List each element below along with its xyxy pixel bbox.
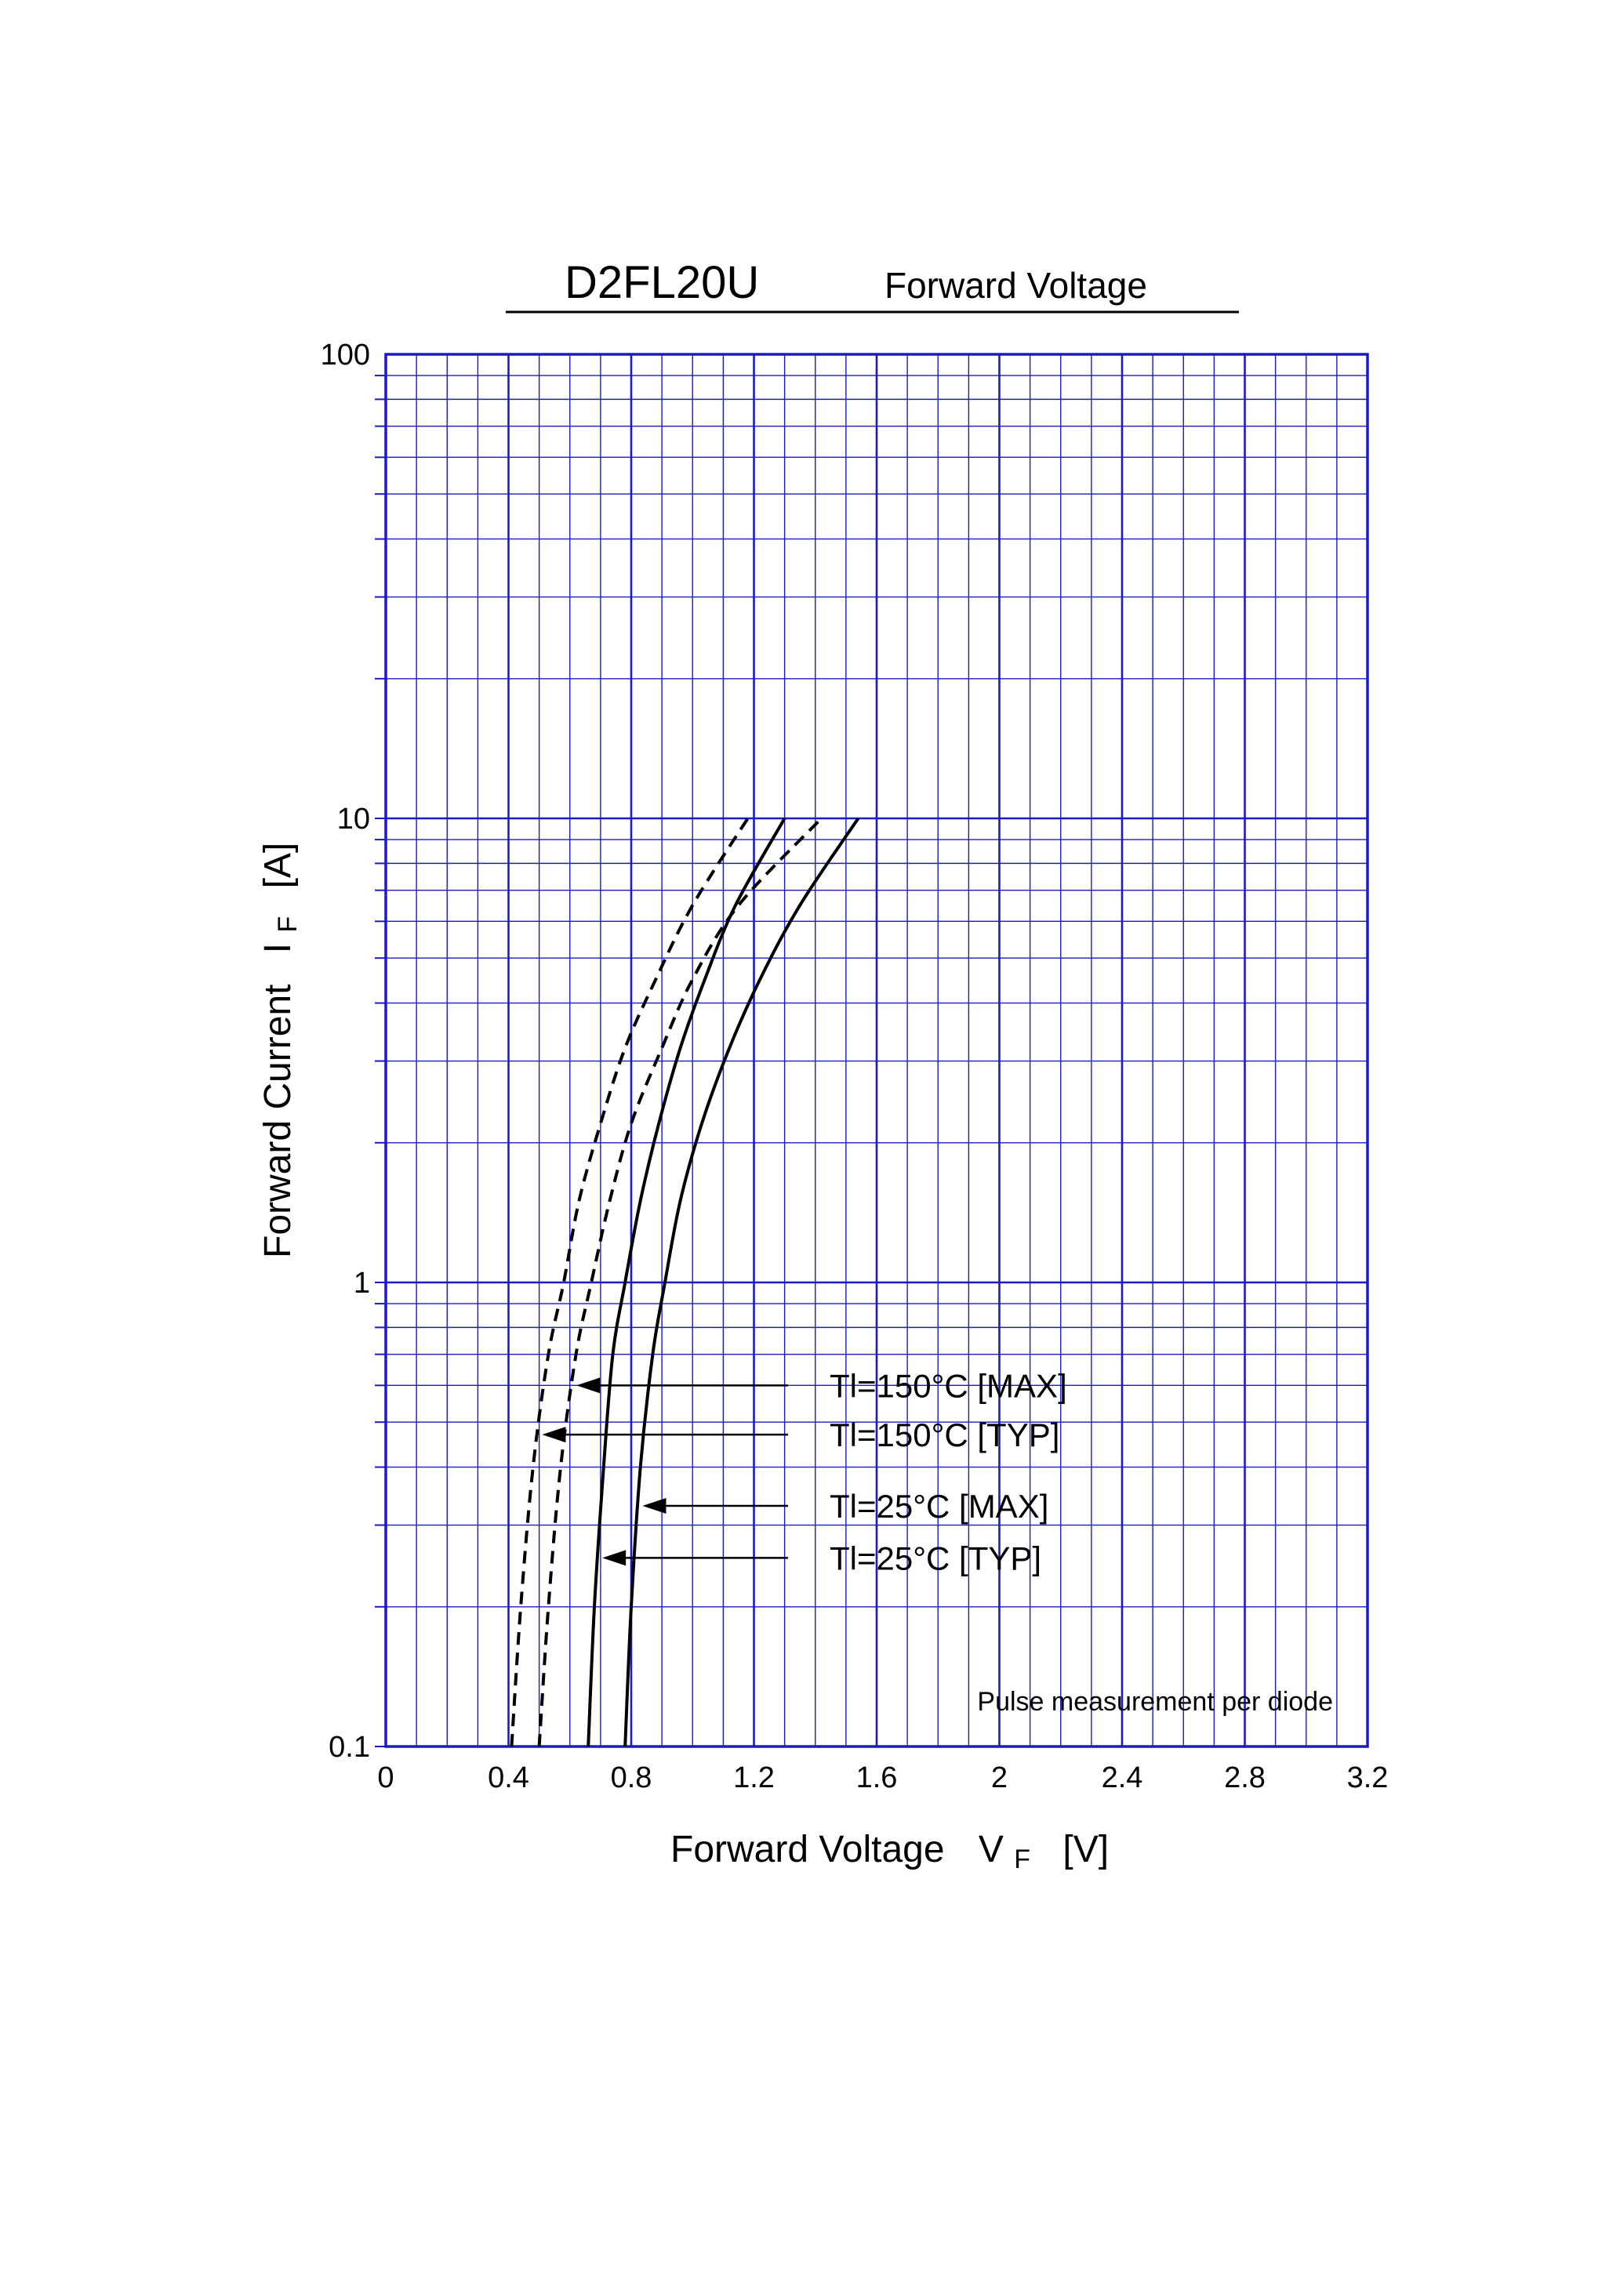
plot-frame	[384, 353, 1369, 1748]
y-axis-label-unit: [A]	[257, 843, 299, 889]
y-axis-label: Forward Current I F [A]	[257, 843, 305, 1258]
x-axis-label-text: Forward Voltage	[670, 1829, 945, 1870]
x-tick-label: 0.4	[488, 1761, 529, 1794]
x-axis-label: Forward Voltage V F [V]	[670, 1829, 1109, 1877]
x-tick-label: 3.2	[1347, 1761, 1389, 1794]
series-line-1	[510, 817, 750, 1747]
chart-title: D2FL20U	[565, 257, 759, 308]
series-line-0	[537, 817, 823, 1747]
y-tick-label: 0.1	[329, 1731, 370, 1764]
x-tick-label: 2	[991, 1761, 1008, 1794]
y-tick-label: 10	[337, 803, 370, 836]
annotation-label: Tl=150°C [MAX]	[830, 1367, 1067, 1404]
annotation-label: Tl=25°C [TYP]	[830, 1540, 1041, 1576]
x-tick-label: 0.8	[611, 1761, 652, 1794]
x-tick-label: 0	[377, 1761, 394, 1794]
x-tick-label: 2.8	[1224, 1761, 1266, 1794]
y-axis-label-subscript: F	[273, 916, 303, 933]
plot-grid	[375, 353, 1369, 1748]
series-line-2	[623, 817, 860, 1747]
tick-labels: 0 0.4 0.8 1.2 1.6 2 2.4 2.8 3.2 0.1 1 10 100	[321, 339, 1389, 1794]
y-axis-label-symbol: I	[257, 943, 299, 953]
annotation-arrowhead	[542, 1427, 566, 1443]
series-line-3	[587, 818, 786, 1747]
y-axis-label-text: Forward Current	[257, 985, 299, 1258]
annotation-arrowhead	[576, 1377, 601, 1394]
series-layer	[510, 817, 860, 1747]
x-tick-label: 1.2	[733, 1761, 775, 1794]
x-tick-label: 1.6	[856, 1761, 898, 1794]
annotation-label: Tl=25°C [MAX]	[830, 1488, 1048, 1525]
chart-subtitle: Forward Voltage	[884, 265, 1147, 306]
x-tick-label: 2.4	[1102, 1761, 1143, 1794]
y-tick-label: 100	[321, 339, 370, 372]
annotation-arrowhead	[642, 1498, 667, 1514]
x-axis-label-subscript: F	[1014, 1844, 1030, 1874]
y-tick-label: 1	[354, 1267, 370, 1300]
annotation-label: Tl=150°C [TYP]	[830, 1416, 1059, 1453]
x-axis-label-unit: [V]	[1062, 1829, 1109, 1870]
annotation-layer: Tl=150°C [MAX] Tl=150°C [TYP] Tl=25°C [MAX…	[542, 1367, 1067, 1576]
measurement-note: Pulse measurement per diode	[977, 1687, 1333, 1717]
annotation-arrowhead	[602, 1550, 627, 1566]
x-axis-label-symbol: V	[979, 1829, 1004, 1870]
